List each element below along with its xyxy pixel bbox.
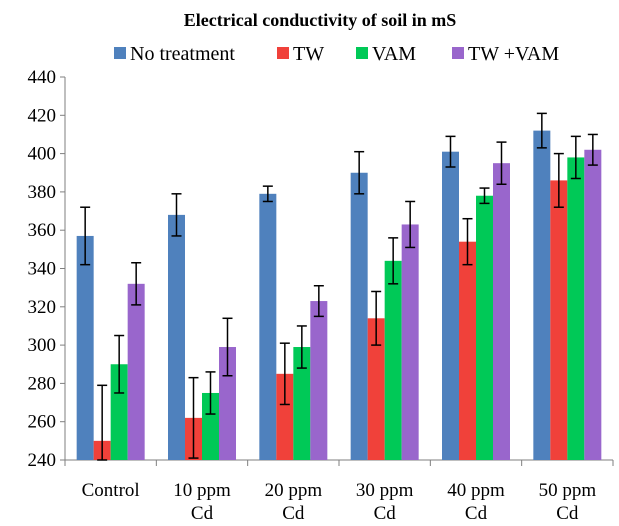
chart-title: Electrical conductivity of soil in mS [184,10,456,30]
bar-tw-3 [367,318,385,460]
x-tick-label-2: 20 ppm Cd [265,480,323,524]
error-bar [313,284,324,318]
error-bar [296,325,307,369]
legend-swatch [452,47,464,59]
error-bar [462,217,473,266]
x-tick-label-line: 30 ppm [356,480,414,501]
legend-label: TW +VAM [468,43,559,65]
bar-tw-vam-4 [493,163,510,461]
error-bar [222,317,233,377]
y-tick-label-420: 420 [28,105,57,126]
legend-label: VAM [372,43,416,65]
x-tick-label-line: 50 ppm [539,480,597,501]
bar-tw-vam-3 [401,224,419,460]
error-bar [354,150,365,195]
bar-vam-4 [476,195,493,461]
legend-entry-3: TW +VAM [452,43,559,65]
x-tick-label-line: 20 ppm [265,480,323,501]
x-tick-label-line: Cd [465,503,488,524]
bar-no-treatment-4 [442,151,459,460]
x-tick-label-1: 10 ppm Cd [173,480,231,524]
error-bar [205,371,216,415]
bar-no-treatment-2 [259,193,277,460]
legend-entry-0: No treatment [114,43,235,65]
legend-swatch [277,47,289,59]
error-bar [114,334,125,394]
x-tick-label-line: Cd [191,503,214,524]
bar-vam-3 [384,260,402,460]
error-bar [570,135,581,180]
y-tick-label-320: 320 [28,297,57,318]
error-bar [587,133,598,166]
legend-swatch [114,47,126,59]
bar-no-treatment-3 [350,172,368,460]
x-tick-label-line: Control [82,480,140,501]
error-bar [188,376,199,459]
bar-tw-vam-0 [127,283,145,460]
x-tick-label-line: Cd [282,503,305,524]
legend-entry-2: VAM [356,43,416,65]
y-tick-label-280: 280 [28,373,57,394]
y-tick-label-300: 300 [28,335,57,356]
y-tick-label-260: 260 [28,412,57,433]
error-bar [279,342,290,406]
x-tick-label-line: Cd [374,503,397,524]
bar-vam-2 [293,347,311,460]
error-bar [536,112,547,149]
y-tick-label-380: 380 [28,182,57,203]
x-tick-label-4: 40 ppm Cd [447,480,505,524]
bar-no-treatment-0 [76,235,94,460]
bar-tw-4 [459,241,476,460]
y-tick-label-400: 400 [28,144,57,165]
x-tick-label-line: 10 ppm [173,480,231,501]
y-tick-label-360: 360 [28,220,57,241]
error-bar [405,200,416,249]
error-bar [553,152,564,208]
x-tick-label-3: 30 ppm Cd [356,480,414,524]
bar-no-treatment-1 [168,214,185,460]
error-bar [388,237,399,285]
bar-tw-2 [276,373,294,460]
bar-tw-5 [550,180,568,460]
error-bar [131,262,142,306]
bar-no-treatment-5 [533,130,551,460]
error-bar [97,384,108,461]
error-bar [445,135,456,168]
legend-swatch [356,47,368,59]
legend-label: TW [293,43,324,65]
plot-area: 240 260 280 300 320 340 360 380 400 420 440 Control… [28,67,614,524]
error-bar [496,141,507,185]
x-tick-label-0: Control [82,480,140,501]
y-tick-label-240: 240 [28,450,57,471]
bar-vam-5 [567,157,585,460]
x-tick-label-5: 50 ppm Cd [539,480,597,524]
error-bar [80,206,91,266]
bar-tw-vam-5 [584,149,602,460]
x-tick-label-line: 40 ppm [447,480,505,501]
x-tick-label-line: Cd [556,503,579,524]
bar-tw-vam-2 [310,301,328,460]
bar-vam-1 [202,392,219,460]
error-bar [171,193,182,237]
legend-label: No treatment [130,43,235,65]
bar-vam-0 [110,364,128,460]
legend-entry-1: TW [277,43,324,65]
error-bar [371,290,382,346]
y-tick-label-440: 440 [28,67,57,88]
legend: No treatment TW VAM TW +VAM [114,43,559,65]
error-bar [262,185,273,203]
y-tick-label-340: 340 [28,259,57,280]
error-bar [479,187,490,205]
